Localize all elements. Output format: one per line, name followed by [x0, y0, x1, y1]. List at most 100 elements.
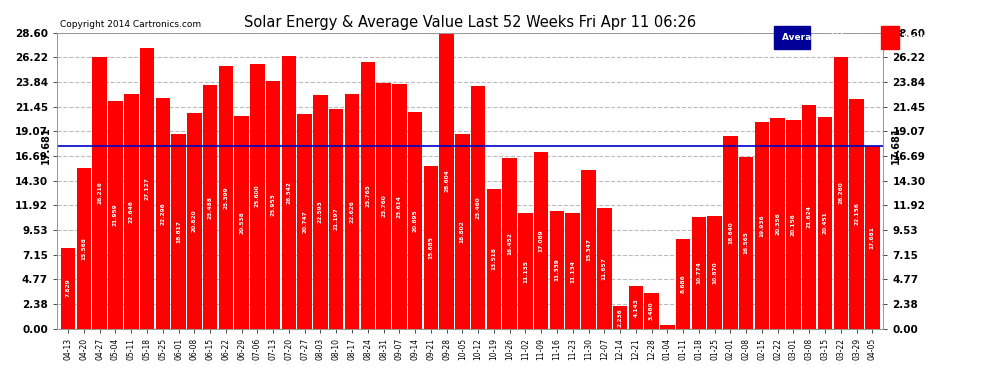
Bar — [76, 168, 91, 329]
Text: 26.342: 26.342 — [286, 181, 291, 204]
Text: 26.260: 26.260 — [839, 182, 843, 204]
Text: 23.488: 23.488 — [208, 196, 213, 219]
Text: 18.802: 18.802 — [460, 220, 465, 243]
Text: 20.747: 20.747 — [302, 210, 307, 232]
Text: 11.657: 11.657 — [602, 257, 607, 280]
Bar — [282, 56, 296, 329]
Text: 3.480: 3.480 — [649, 302, 654, 320]
Bar — [203, 86, 218, 329]
Bar — [424, 166, 439, 329]
Bar — [834, 57, 848, 329]
Text: 20.356: 20.356 — [775, 212, 780, 235]
Bar — [235, 116, 248, 329]
Bar — [140, 48, 154, 329]
Bar — [692, 217, 706, 329]
Text: 17.681: 17.681 — [870, 226, 875, 249]
Text: 16.452: 16.452 — [507, 232, 512, 255]
Text: 4.143: 4.143 — [634, 298, 639, 316]
Text: 15.568: 15.568 — [81, 237, 86, 260]
Text: 22.626: 22.626 — [349, 200, 354, 223]
Bar — [597, 208, 612, 329]
Text: 27.127: 27.127 — [145, 177, 149, 200]
Text: 13.518: 13.518 — [491, 247, 496, 270]
Text: 20.451: 20.451 — [823, 211, 828, 234]
Text: 22.646: 22.646 — [129, 200, 134, 223]
Text: Average  ($): Average ($) — [782, 33, 844, 42]
Text: 25.399: 25.399 — [224, 186, 229, 209]
Bar — [802, 105, 817, 329]
Text: 17.681: 17.681 — [41, 127, 50, 165]
Bar — [61, 248, 75, 329]
Text: 20.156: 20.156 — [791, 213, 796, 236]
Text: 21.959: 21.959 — [113, 204, 118, 226]
Bar — [849, 99, 864, 329]
Text: 16.565: 16.565 — [743, 231, 748, 254]
Bar — [297, 114, 312, 329]
Bar — [660, 325, 674, 329]
Text: 26.216: 26.216 — [97, 182, 102, 204]
Bar — [534, 152, 548, 329]
Text: 28.604: 28.604 — [445, 169, 449, 192]
Text: 20.895: 20.895 — [413, 209, 418, 232]
Text: 7.829: 7.829 — [65, 279, 70, 297]
Bar — [219, 66, 233, 329]
Bar — [155, 98, 170, 329]
Bar — [644, 292, 658, 329]
Text: 11.135: 11.135 — [523, 260, 528, 282]
Text: 11.339: 11.339 — [554, 259, 559, 281]
Text: 15.347: 15.347 — [586, 238, 591, 261]
Bar — [565, 213, 580, 329]
Bar — [455, 134, 469, 329]
Text: 20.820: 20.820 — [192, 210, 197, 232]
Text: 11.134: 11.134 — [570, 260, 575, 282]
Bar — [581, 170, 596, 329]
Bar — [613, 306, 628, 329]
Text: 20.538: 20.538 — [240, 211, 245, 234]
Bar — [549, 211, 564, 329]
Bar — [360, 62, 375, 329]
Bar — [818, 117, 833, 329]
Bar — [171, 134, 186, 329]
Text: 22.156: 22.156 — [854, 202, 859, 225]
Bar — [266, 81, 280, 329]
Bar — [723, 136, 738, 329]
Text: 21.624: 21.624 — [807, 206, 812, 228]
Text: 2.236: 2.236 — [618, 308, 623, 327]
Text: 15.685: 15.685 — [429, 236, 434, 259]
Bar — [754, 122, 769, 329]
Bar — [502, 158, 517, 329]
Bar — [471, 86, 485, 329]
Bar — [345, 94, 359, 329]
Bar — [518, 213, 533, 329]
Text: 8.686: 8.686 — [680, 274, 686, 293]
Text: 18.640: 18.640 — [728, 221, 733, 244]
Bar — [881, 26, 899, 50]
Text: 22.296: 22.296 — [160, 202, 165, 225]
Bar — [770, 118, 785, 329]
Bar — [487, 189, 501, 329]
Bar — [108, 101, 123, 329]
Bar — [629, 286, 644, 329]
Text: 22.593: 22.593 — [318, 200, 323, 223]
Bar — [92, 57, 107, 329]
Text: 25.765: 25.765 — [365, 184, 370, 207]
Text: Daily  ($): Daily ($) — [903, 33, 949, 42]
Bar — [329, 109, 344, 329]
Bar — [313, 95, 328, 329]
Bar — [774, 26, 810, 50]
Bar — [676, 239, 690, 329]
Text: 23.953: 23.953 — [270, 194, 275, 216]
Text: 10.870: 10.870 — [712, 261, 717, 284]
Text: 25.600: 25.600 — [254, 185, 260, 207]
Bar — [440, 33, 453, 329]
Bar — [739, 157, 753, 329]
Bar — [408, 112, 423, 329]
Bar — [865, 146, 879, 329]
Bar — [376, 82, 391, 329]
Text: 23.460: 23.460 — [475, 196, 480, 219]
Text: 10.774: 10.774 — [696, 261, 701, 284]
Text: 21.197: 21.197 — [334, 208, 339, 230]
Bar — [187, 113, 202, 329]
Bar — [708, 216, 722, 329]
Text: 23.614: 23.614 — [397, 195, 402, 218]
